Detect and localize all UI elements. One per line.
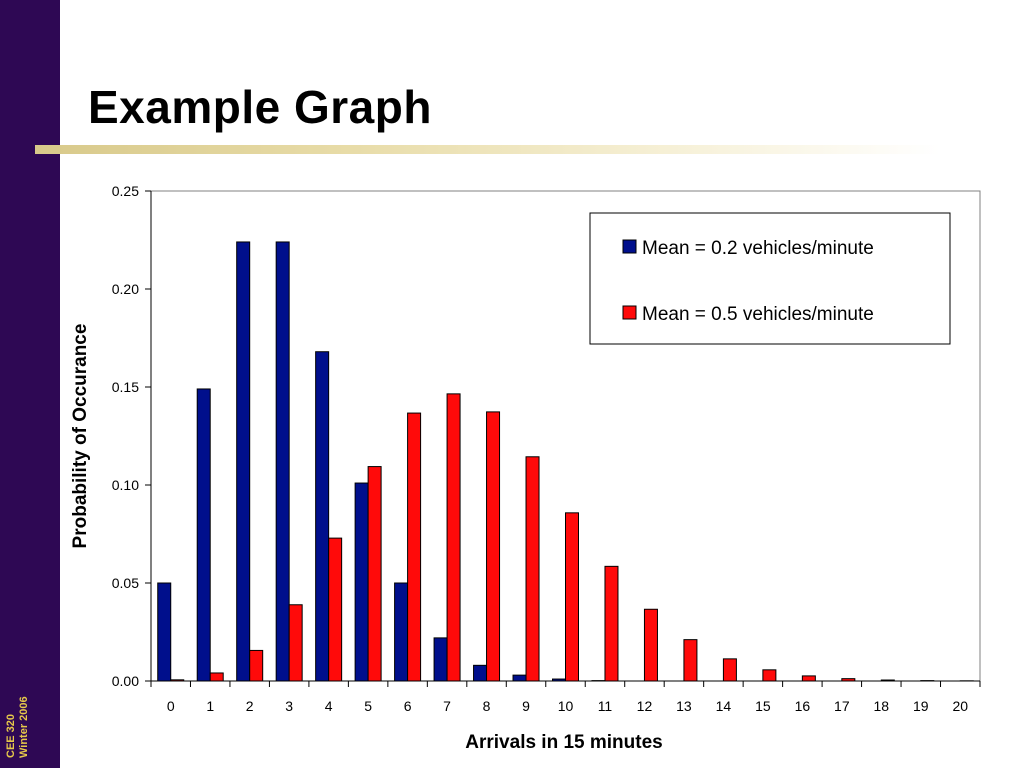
title-underline bbox=[35, 145, 940, 154]
x-tick-label: 6 bbox=[404, 698, 412, 714]
bar-series-2-cat-14 bbox=[722, 658, 737, 682]
bar-series-2-cat-4 bbox=[328, 537, 343, 682]
x-tick-label: 0 bbox=[167, 698, 175, 714]
x-tick-label: 16 bbox=[795, 698, 811, 714]
x-axis-title: Arrivals in 15 minutes bbox=[465, 732, 662, 753]
legend-label-series-2: Mean = 0.5 vehicles/minute bbox=[642, 304, 874, 325]
bar-series-2-cat-3 bbox=[288, 604, 303, 682]
bar-series-2-cat-11 bbox=[604, 565, 619, 682]
x-tick-label: 2 bbox=[246, 698, 254, 714]
bar-series-2-cat-10 bbox=[565, 512, 579, 682]
bar-series-1-cat-7 bbox=[433, 637, 448, 682]
x-tick-label: 10 bbox=[558, 698, 574, 714]
x-tick-label: 7 bbox=[443, 698, 451, 714]
y-tick-label: 0.25 bbox=[112, 183, 139, 199]
x-tick-label: 20 bbox=[952, 698, 968, 714]
y-tick-label: 0.20 bbox=[112, 281, 139, 297]
y-axis-title: Probability of Occurance bbox=[70, 324, 91, 549]
legend-swatch-series-1 bbox=[622, 239, 637, 254]
bar-series-2-cat-7 bbox=[446, 393, 461, 682]
bar-series-2-cat-5 bbox=[367, 466, 382, 682]
bar-series-1-cat-2 bbox=[236, 241, 251, 682]
bar-series-1-cat-0 bbox=[157, 582, 172, 682]
bar-series-2-cat-15 bbox=[762, 669, 777, 682]
x-tick-label: 14 bbox=[716, 698, 732, 714]
slide-title: Example Graph bbox=[88, 81, 432, 133]
x-tick-label: 1 bbox=[206, 698, 214, 714]
y-tick-label: 0.15 bbox=[112, 379, 139, 395]
y-tick-label: 0.10 bbox=[112, 477, 139, 493]
bar-series-1-cat-1 bbox=[196, 388, 211, 682]
legend-label-series-1: Mean = 0.2 vehicles/minute bbox=[642, 238, 874, 259]
legend-box bbox=[589, 212, 951, 345]
x-tick-label: 13 bbox=[676, 698, 692, 714]
bar-series-1-cat-8 bbox=[473, 664, 488, 682]
bar-series-2-cat-6 bbox=[407, 412, 422, 682]
bar-series-1-cat-5 bbox=[354, 482, 369, 682]
bar-series-2-cat-8 bbox=[486, 411, 501, 682]
bar-series-1-cat-4 bbox=[315, 351, 330, 682]
bar-series-1-cat-6 bbox=[394, 582, 409, 682]
side-band bbox=[0, 0, 60, 768]
x-tick-label: 12 bbox=[637, 698, 653, 714]
legend-swatch-series-2 bbox=[622, 305, 637, 320]
x-tick-label: 3 bbox=[285, 698, 293, 714]
y-tick-label: 0.05 bbox=[112, 575, 139, 591]
bar-series-1-cat-9 bbox=[512, 674, 527, 682]
bar-series-2-cat-9 bbox=[525, 456, 540, 682]
plot-area: 0.000.050.100.150.200.250 1 2 3 4 5 6 7 8 9 10 11 12… bbox=[112, 183, 981, 714]
x-tick-label: 11 bbox=[598, 698, 613, 714]
x-tick-label: 5 bbox=[364, 698, 372, 714]
bar-series-1-cat-3 bbox=[275, 241, 290, 682]
x-tick-label: 4 bbox=[325, 698, 333, 714]
x-tick-label: 9 bbox=[522, 698, 530, 714]
x-tick-label: 19 bbox=[913, 698, 929, 714]
bar-series-2-cat-16 bbox=[801, 675, 816, 682]
bar-series-2-cat-12 bbox=[643, 608, 658, 682]
legend: Mean = 0.2 vehicles/minute Mean = 0.5 ve… bbox=[589, 212, 951, 345]
x-tick-label: 17 bbox=[834, 698, 850, 714]
bar-series-2-cat-1 bbox=[209, 672, 224, 682]
y-tick-label: 0.00 bbox=[112, 673, 139, 689]
x-tick-label: 15 bbox=[755, 698, 771, 714]
x-tick-label: 8 bbox=[483, 698, 491, 714]
x-tick-label: 18 bbox=[874, 698, 890, 714]
bar-series-2-cat-2 bbox=[249, 649, 264, 682]
bar-series-2-cat-13 bbox=[683, 639, 698, 682]
